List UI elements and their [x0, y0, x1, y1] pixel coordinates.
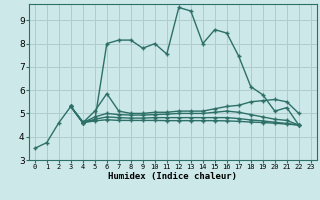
X-axis label: Humidex (Indice chaleur): Humidex (Indice chaleur) [108, 172, 237, 181]
